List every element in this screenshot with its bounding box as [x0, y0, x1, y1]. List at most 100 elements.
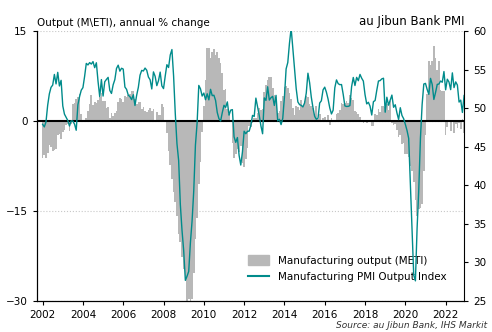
Bar: [112, 116, 114, 121]
Bar: [280, 101, 282, 121]
Bar: [391, 121, 393, 124]
Bar: [421, 121, 423, 204]
Bar: [255, 118, 257, 121]
Bar: [69, 121, 70, 131]
Bar: [176, 121, 178, 216]
Bar: [401, 121, 403, 144]
Bar: [75, 99, 77, 121]
Bar: [144, 111, 146, 121]
Bar: [445, 121, 446, 135]
Bar: [319, 114, 320, 121]
Bar: [416, 121, 418, 216]
Bar: [396, 121, 398, 130]
Bar: [245, 121, 246, 159]
Bar: [299, 110, 301, 121]
Bar: [265, 85, 267, 121]
Bar: [119, 99, 121, 121]
Bar: [378, 109, 379, 121]
Bar: [314, 117, 315, 121]
Bar: [137, 102, 139, 121]
Bar: [54, 121, 55, 150]
Bar: [389, 101, 391, 121]
Bar: [409, 121, 411, 166]
Bar: [430, 65, 431, 121]
Bar: [331, 118, 332, 121]
Bar: [228, 114, 230, 121]
Bar: [260, 110, 262, 121]
Bar: [173, 121, 175, 192]
Bar: [243, 121, 245, 167]
Bar: [427, 94, 428, 121]
Bar: [253, 118, 255, 121]
Bar: [193, 121, 195, 273]
Bar: [423, 121, 425, 171]
Bar: [175, 121, 176, 202]
Bar: [443, 91, 445, 121]
Bar: [287, 88, 289, 121]
Bar: [104, 101, 106, 121]
Bar: [74, 103, 75, 121]
Bar: [403, 121, 404, 143]
Bar: [196, 121, 198, 218]
Bar: [80, 114, 82, 121]
Bar: [116, 111, 118, 121]
Bar: [188, 121, 189, 299]
Bar: [356, 112, 358, 121]
Bar: [109, 118, 111, 121]
Bar: [351, 98, 352, 121]
Bar: [349, 95, 351, 121]
Bar: [215, 55, 216, 121]
Bar: [418, 121, 420, 209]
Bar: [210, 58, 212, 121]
Bar: [226, 109, 228, 121]
Bar: [398, 121, 400, 137]
Bar: [359, 117, 361, 121]
Bar: [212, 52, 213, 121]
Bar: [67, 121, 69, 124]
Bar: [102, 101, 104, 121]
Bar: [257, 114, 258, 121]
Bar: [161, 104, 163, 121]
Bar: [62, 121, 63, 132]
Bar: [86, 118, 87, 121]
Bar: [329, 121, 331, 125]
Bar: [297, 107, 299, 121]
Bar: [169, 121, 171, 165]
Bar: [146, 112, 148, 121]
Bar: [358, 114, 359, 121]
Bar: [415, 121, 416, 200]
Text: Source: au Jibun Bank, IHS Markit: Source: au Jibun Bank, IHS Markit: [336, 321, 487, 330]
Bar: [463, 121, 465, 133]
Bar: [237, 121, 238, 149]
Bar: [262, 109, 263, 121]
Bar: [317, 119, 319, 121]
Bar: [274, 95, 275, 121]
Bar: [295, 107, 297, 121]
Bar: [258, 108, 260, 121]
Bar: [388, 110, 389, 121]
Bar: [57, 121, 59, 135]
Bar: [216, 52, 218, 121]
Bar: [369, 120, 371, 121]
Bar: [232, 121, 233, 143]
Bar: [106, 108, 107, 121]
Bar: [186, 121, 188, 301]
Bar: [55, 121, 57, 149]
Bar: [408, 121, 409, 157]
Bar: [91, 95, 92, 121]
Bar: [285, 86, 287, 121]
Text: au Jibun Bank PMI: au Jibun Bank PMI: [359, 15, 464, 28]
Bar: [154, 120, 156, 121]
Bar: [338, 113, 339, 121]
Bar: [347, 104, 349, 121]
Bar: [201, 121, 203, 132]
Bar: [157, 115, 159, 121]
Bar: [307, 97, 309, 121]
Bar: [248, 121, 250, 126]
Bar: [149, 108, 151, 121]
Bar: [431, 61, 433, 121]
Bar: [164, 120, 166, 121]
Bar: [114, 113, 116, 121]
Bar: [446, 121, 448, 127]
Bar: [278, 111, 280, 121]
